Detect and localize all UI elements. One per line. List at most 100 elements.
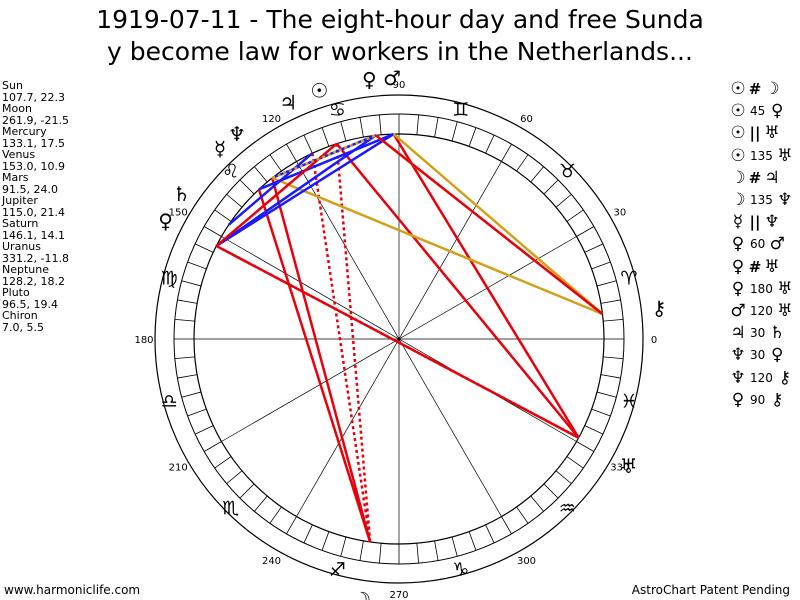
aspect-planet-a: ♀ — [731, 389, 745, 410]
degree-label: 90 — [393, 80, 406, 91]
aspect-planet-b: ♅ — [777, 278, 793, 299]
degree-tick — [340, 121, 347, 142]
aspect-planet-a: ♀ — [731, 234, 745, 255]
degree-label: 270 — [389, 590, 408, 600]
zodiac-aquarius-icon: ♒ — [559, 497, 576, 519]
aspect-line — [335, 142, 580, 439]
planet-coords: 133.1, 17.5 — [2, 136, 65, 150]
planet-name: Venus — [2, 148, 36, 161]
degree-tick — [187, 261, 207, 270]
aspect-row: ☉ 135 ♅ — [728, 145, 795, 167]
degree-tick — [187, 408, 207, 417]
degree-tick — [434, 540, 439, 561]
sun-icon: ☉ — [310, 78, 328, 102]
zodiac-sagittarius-icon: ♐ — [329, 559, 346, 581]
degree-tick — [501, 516, 512, 535]
aspect-line — [392, 133, 604, 315]
aspect-line — [215, 133, 395, 247]
degree-tick — [177, 299, 198, 304]
planet-coords: 261.9, -21.5 — [2, 113, 69, 127]
degree-tick — [378, 543, 382, 564]
aspect-kind: # — [748, 257, 762, 276]
planet-coords: 153.0, 10.9 — [2, 159, 65, 173]
aspect-row: ♀ 180 ♅ — [728, 278, 795, 300]
aspect-kind: 30 — [750, 326, 766, 341]
degree-tick — [286, 143, 297, 162]
planet-name: Jupiter — [2, 194, 38, 207]
aspect-planet-a: ♀ — [731, 278, 745, 299]
degree-tick — [603, 356, 624, 360]
degree-tick — [501, 143, 512, 162]
degree-tick — [226, 470, 243, 484]
degree-tick — [451, 121, 458, 142]
aspect-row: ☉ 45 ♀ — [728, 100, 795, 122]
zodiac-cancer-icon: ♋ — [329, 99, 346, 121]
aspect-line — [271, 134, 377, 180]
degree-tick — [596, 391, 617, 398]
aspect-planet-b: ♄ — [769, 323, 785, 344]
degree-tick — [485, 524, 495, 544]
degree-label: 120 — [262, 114, 281, 125]
aspect-line — [271, 177, 372, 543]
degree-tick — [576, 441, 595, 452]
degree-tick — [269, 154, 282, 172]
aspect-kind: 45 — [750, 104, 766, 119]
zodiac-taurus-icon: ♉ — [559, 161, 576, 183]
degree-tick — [468, 531, 477, 551]
degree-label: 0 — [651, 335, 657, 346]
degree-tick — [434, 117, 439, 138]
planet-coords: 7.0, 5.5 — [2, 320, 44, 334]
aspect-row: ♆ 120 ⚷ — [728, 366, 795, 388]
planet-name: Pluto — [2, 286, 30, 299]
aspect-row: ☽ 135 ♆ — [728, 189, 795, 211]
degree-tick — [584, 243, 604, 253]
planet-name: Mars — [2, 171, 29, 184]
aspect-row: ♃ 30 ♄ — [728, 322, 795, 344]
degree-tick — [226, 194, 243, 208]
degree-tick — [181, 391, 202, 398]
planet-coords: 146.1, 14.1 — [2, 228, 65, 242]
aspect-row: ♂ 120 ♅ — [728, 300, 795, 322]
saturn-icon: ♄ — [173, 182, 191, 206]
website-footer: www.harmoniclife.com — [4, 583, 141, 597]
planet-position-list: Sun 107.7, 22.3 Moon 261.9, -21.5 Mercur… — [2, 80, 69, 333]
degree-tick — [239, 483, 255, 499]
aspect-planet-b: ⚷ — [778, 367, 792, 388]
degree-tick — [194, 243, 214, 253]
zodiac-virgo-icon: ♍ — [161, 267, 178, 289]
aspect-planet-b: ⚷ — [771, 389, 784, 410]
title-line-1: 1919-07-11 - The eight-hour day and free… — [96, 5, 704, 34]
degree-tick — [530, 166, 544, 183]
title-line-2: y become law for workers in the Netherla… — [107, 37, 693, 66]
degree-tick — [378, 114, 382, 135]
degree-tick — [321, 531, 330, 551]
degree-tick — [340, 536, 347, 557]
degree-label: 60 — [520, 114, 533, 125]
uranus-icon: ♅ — [620, 454, 638, 478]
aspect-planet-a: ☿ — [732, 212, 744, 233]
degree-tick — [174, 318, 195, 322]
aspect-line — [375, 134, 604, 315]
degree-tick — [591, 261, 611, 270]
degree-tick — [416, 114, 420, 135]
zodiac-leo-icon: ♌ — [222, 161, 239, 183]
aspect-planet-a: ♆ — [730, 367, 746, 388]
outer-ring-circle — [154, 94, 644, 584]
degree-tick — [555, 194, 572, 208]
zodiac-gemini-icon: ♊ — [452, 99, 469, 121]
degree-tick — [359, 540, 364, 561]
aspect-planet-a: ☽ — [730, 190, 746, 211]
aspect-planet-a: ☉ — [730, 145, 746, 166]
degree-tick — [451, 536, 458, 557]
aspect-row: ♀ 60 ♂ — [728, 233, 795, 255]
aspect-kind: 60 — [750, 237, 766, 252]
planet-name: Sun — [2, 79, 23, 92]
degree-tick — [286, 516, 297, 535]
aspect-kind: 135 — [750, 193, 773, 208]
aspect-list: ☉ # ☽ ☉ 45 ♀ ☉ || ♅ ☉ 135 ♅ ☽ # ♃ ☽ 135 ♆ ☿ || ♆ ♀ 60 ♂ ♀ # ♅ ♀ 180 ♅… — [728, 78, 795, 411]
aspect-kind: 30 — [750, 348, 766, 363]
planet-coords: 115.0, 21.4 — [2, 205, 65, 219]
degree-label: 180 — [134, 335, 153, 346]
degree-tick — [600, 299, 621, 304]
mars-icon: ♂ — [383, 66, 401, 90]
